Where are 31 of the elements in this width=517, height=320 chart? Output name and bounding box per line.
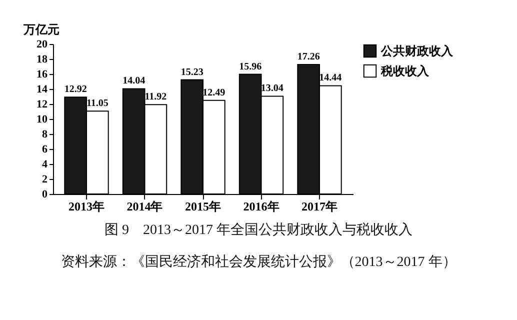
y-tick-label: 2 [42,174,48,186]
y-tick-label: 8 [42,128,48,140]
y-tick-label: 6 [42,144,48,156]
text: 图 9 2013～2017 年全国公共财政收入与税收收入 [104,222,414,239]
data-label: 12.92 [64,84,87,96]
x-tick-label: 2016年 [243,200,280,214]
data-label: 14.44 [319,72,342,84]
y-tick-label: 12 [36,98,48,110]
x-tick-label: 2014年 [126,200,163,214]
y-axis-title: 万亿元 [22,22,60,36]
y-tick-label: 16 [36,68,48,80]
data-label: 11.92 [144,92,167,103]
data-label: 12.49 [202,87,226,98]
data-label: 14.04 [122,76,146,87]
y-tick-label: 0 [42,188,48,200]
y-tick-label: 4 [42,158,48,170]
y-tick-label: 14 [36,84,48,96]
legend-label: 公共财政收入 [380,44,454,58]
data-label: 11.05 [86,98,108,110]
data-label: 15.23 [180,66,204,78]
legend-label: 税收收入 [380,64,430,78]
data-label: 15.96 [239,61,262,72]
y-tick-label: 10 [36,114,48,126]
x-tick-label: 2013年 [68,200,104,214]
x-tick-label: 2015年 [185,200,221,214]
x-tick-label: 2017年 [302,200,338,214]
text: 资料来源：《国民经济和社会发展统计公报》（2013～2017 年） [60,253,458,271]
y-tick-label: 20 [36,38,48,50]
data-label: 17.26 [297,52,320,63]
data-label: 13.04 [260,83,284,94]
y-tick-label: 18 [36,54,48,66]
